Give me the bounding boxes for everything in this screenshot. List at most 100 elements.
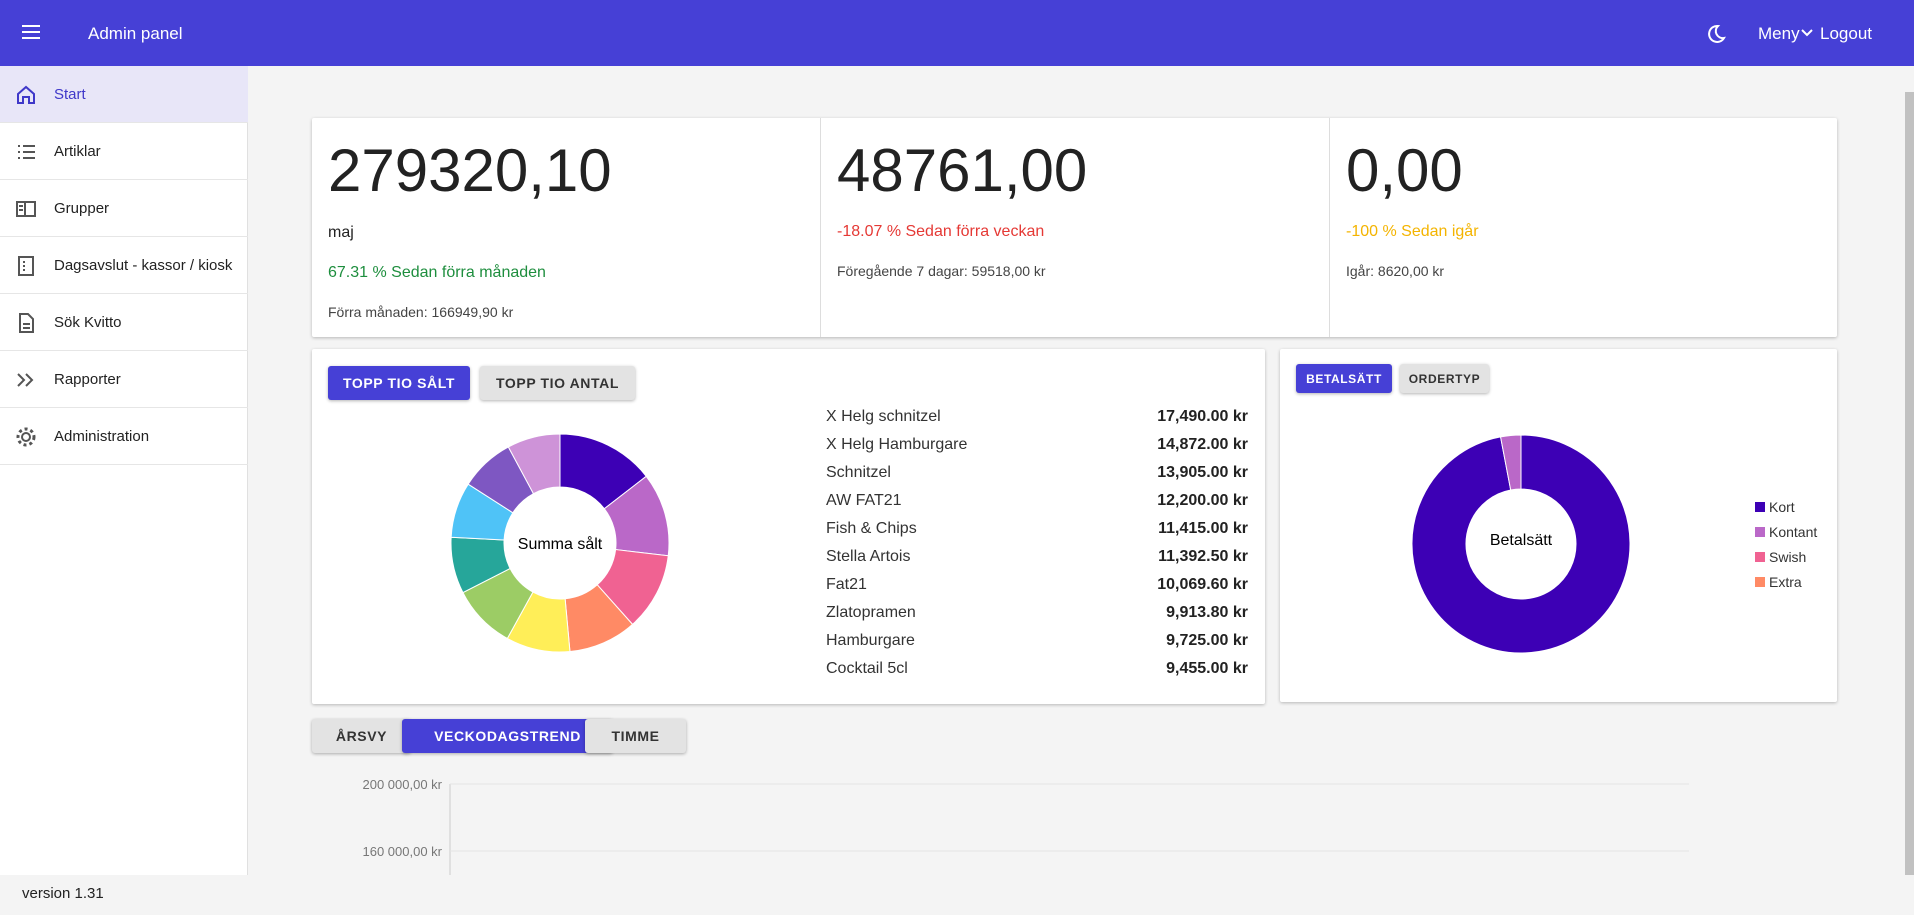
stat-column: 48761,00 -18.07 % Sedan förra veckan Föreg… bbox=[821, 118, 1330, 337]
legend-swatch bbox=[1755, 577, 1765, 587]
stat-previous: Föregående 7 dagar: 59518,00 kr bbox=[837, 263, 1046, 279]
nav-label: Artiklar bbox=[54, 142, 101, 160]
legend-swatch bbox=[1755, 552, 1765, 562]
version: version 1.31 bbox=[22, 885, 104, 902]
item-amount: 9,725.00 kr bbox=[1166, 632, 1248, 649]
top-ten-row: Fat21 10,069.60 kr bbox=[826, 576, 1248, 594]
top-ten-row: X Helg schnitzel 17,490.00 kr bbox=[826, 408, 1248, 426]
nav-item[interactable]: Dagsavslut - kassor / kiosk bbox=[0, 237, 248, 294]
top-ten-row: X Helg Hamburgare 14,872.00 kr bbox=[826, 436, 1248, 454]
item-name: Zlatopramen bbox=[826, 604, 916, 621]
stat-previous: Förra månaden: 166949,90 kr bbox=[328, 304, 514, 320]
donut-center-label: Betalsätt bbox=[1490, 532, 1553, 549]
tab-button[interactable]: ÅRSVY bbox=[312, 719, 411, 753]
item-name: Cocktail 5cl bbox=[826, 660, 908, 677]
nav-label: Grupper bbox=[54, 199, 110, 217]
donut-slice[interactable] bbox=[1411, 434, 1631, 654]
top-ten-row: Stella Artois 11,392.50 kr bbox=[826, 548, 1248, 566]
stat-value: 0,00 bbox=[1346, 137, 1463, 204]
logout-button[interactable]: Logout bbox=[1820, 24, 1872, 43]
tab-button[interactable]: ORDERTYP bbox=[1400, 364, 1489, 393]
header: Admin panel Meny Logout bbox=[0, 0, 1914, 66]
stat-period: maj bbox=[328, 224, 354, 241]
item-amount: 9,913.80 kr bbox=[1166, 604, 1248, 621]
item-amount: 11,415.00 kr bbox=[1158, 520, 1248, 537]
item-amount: 17,490.00 kr bbox=[1157, 408, 1248, 425]
nav-label: Sök Kvitto bbox=[54, 313, 122, 331]
stat-column: 0,00 -100 % Sedan igår Igår: 8620,00 kr bbox=[1330, 118, 1839, 337]
item-name: Fish & Chips bbox=[826, 520, 917, 537]
nav-label: Start bbox=[54, 85, 86, 103]
item-name: Stella Artois bbox=[826, 548, 911, 565]
payment-chart: Betalsätt Kort Kontant Swish Extra bbox=[1411, 434, 1817, 654]
item-amount: 14,872.00 kr bbox=[1157, 436, 1248, 453]
nav-icon bbox=[17, 85, 35, 104]
item-name: AW FAT21 bbox=[826, 492, 902, 509]
top-ten-row: Hamburgare 9,725.00 kr bbox=[826, 632, 1248, 650]
top-ten-row: Zlatopramen 9,913.80 kr bbox=[826, 604, 1248, 622]
nav-item[interactable]: Artiklar bbox=[0, 123, 248, 180]
sidebar: Start Artiklar Grupper Dagsavslut - kassor … bbox=[0, 66, 248, 875]
tab-button[interactable]: TIMME bbox=[585, 719, 686, 753]
legend-swatch bbox=[1755, 502, 1765, 512]
theme-toggle[interactable] bbox=[1706, 24, 1726, 44]
tab-button[interactable]: TOPP TIO ANTAL bbox=[480, 366, 635, 400]
nav-icon bbox=[18, 256, 34, 276]
top-ten-row: Fish & Chips 11,415.00 kr bbox=[826, 520, 1248, 538]
item-name: Schnitzel bbox=[826, 464, 891, 481]
trend-section: 200 000,00 kr 160 000,00 kr ÅRSVY VECKODAG… bbox=[312, 715, 1762, 875]
legend-label[interactable]: Extra bbox=[1769, 574, 1802, 590]
nav-item[interactable]: Rapporter bbox=[0, 351, 248, 408]
tab-button[interactable]: VECKODAGSTREND bbox=[402, 719, 613, 753]
nav-label: Rapporter bbox=[54, 370, 121, 388]
y-tick-label: 160 000,00 kr bbox=[362, 844, 442, 859]
item-amount: 9,455.00 kr bbox=[1166, 660, 1248, 677]
stat-change: -100 % Sedan igår bbox=[1346, 223, 1479, 240]
top-ten-row: Schnitzel 13,905.00 kr bbox=[826, 464, 1248, 482]
nav-item[interactable]: Grupper bbox=[0, 180, 248, 237]
item-name: X Helg Hamburgare bbox=[826, 436, 968, 453]
donut-slice[interactable] bbox=[1499, 434, 1522, 491]
nav-item[interactable]: Administration bbox=[0, 408, 248, 465]
app-title: Admin panel bbox=[88, 24, 183, 43]
top-ten-card: Summa sålt TOPP TIO SÅLT TOPP TIO ANTAL X … bbox=[312, 349, 1265, 704]
nav-item[interactable]: Start bbox=[0, 66, 248, 123]
menu-button[interactable]: Meny bbox=[1758, 24, 1800, 43]
tab-button[interactable]: BETALSÄTT bbox=[1296, 364, 1392, 393]
legend-label[interactable]: Kontant bbox=[1769, 524, 1817, 540]
scrollbar bbox=[1905, 92, 1914, 875]
top-ten-row: Cocktail 5cl 9,455.00 kr bbox=[826, 660, 1248, 678]
stat-value: 279320,10 bbox=[328, 137, 612, 204]
nav-label: Dagsavslut - kassor / kiosk bbox=[54, 256, 233, 274]
legend-label[interactable]: Swish bbox=[1769, 549, 1806, 565]
tab-button[interactable]: TOPP TIO SÅLT bbox=[328, 366, 470, 400]
nav-icon bbox=[18, 145, 35, 159]
menu-icon[interactable] bbox=[22, 24, 42, 40]
item-amount: 13,905.00 kr bbox=[1157, 464, 1248, 481]
legend-swatch bbox=[1755, 527, 1765, 537]
stat-value: 48761,00 bbox=[837, 137, 1088, 204]
stat-change: 67.31 % Sedan förra månaden bbox=[328, 264, 546, 281]
donut-slice[interactable] bbox=[507, 433, 561, 495]
trend-chart: 200 000,00 kr 160 000,00 kr bbox=[362, 777, 1689, 875]
nav-label: Administration bbox=[54, 427, 150, 445]
y-tick-label: 200 000,00 kr bbox=[362, 777, 442, 792]
stat-column: 279320,10 maj 67.31 % Sedan förra månaden F… bbox=[312, 118, 821, 337]
item-name: Fat21 bbox=[826, 576, 867, 593]
stat-change: -18.07 % Sedan förra veckan bbox=[837, 223, 1045, 240]
top-ten-chart: Summa sålt bbox=[450, 433, 670, 653]
legend-label[interactable]: Kort bbox=[1769, 499, 1795, 515]
donut-center-label: Summa sålt bbox=[518, 535, 603, 553]
item-name: Hamburgare bbox=[826, 632, 915, 649]
nav-icon bbox=[19, 313, 34, 333]
item-amount: 11,392.50 kr bbox=[1158, 548, 1248, 565]
footer: version 1.31 bbox=[0, 875, 1914, 915]
stat-previous: Igår: 8620,00 kr bbox=[1346, 263, 1445, 279]
payment-card: Betalsätt Kort Kontant Swish Extra BETALSÄTT… bbox=[1280, 349, 1837, 702]
nav-icon bbox=[16, 201, 36, 217]
top-ten-row: AW FAT21 12,200.00 kr bbox=[826, 492, 1248, 510]
item-name: X Helg schnitzel bbox=[826, 408, 941, 425]
nav-item[interactable]: Sök Kvitto bbox=[0, 294, 248, 351]
stats-card: 279320,10 maj 67.31 % Sedan förra månaden F… bbox=[312, 118, 1837, 337]
